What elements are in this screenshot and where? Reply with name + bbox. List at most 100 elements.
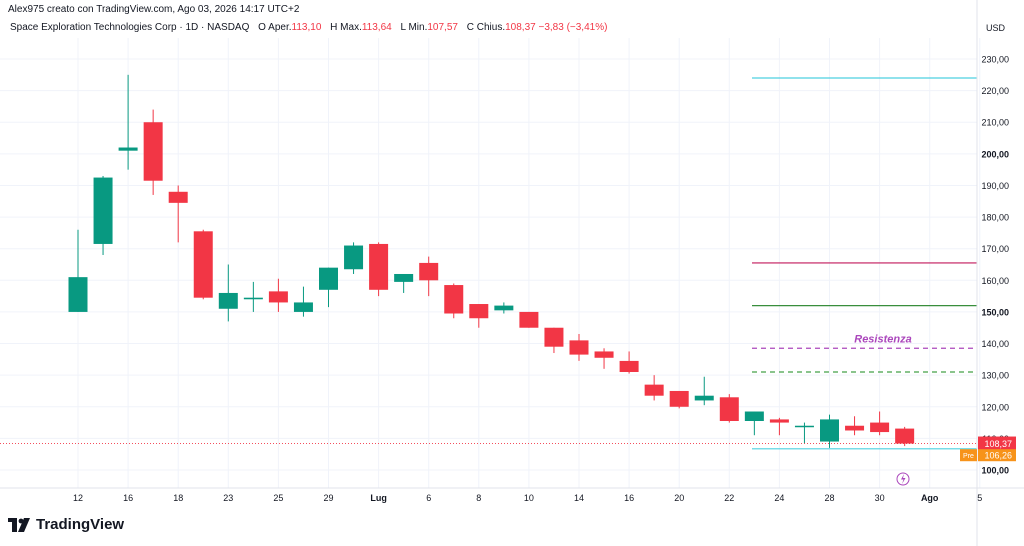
currency-label[interactable]: USD <box>986 23 1006 33</box>
candle-body <box>519 311 539 328</box>
candle-body <box>93 177 113 244</box>
candle-body <box>344 245 364 270</box>
x-tick-label: Lug <box>370 493 387 503</box>
y-tick-label: 120,00 <box>981 402 1009 412</box>
candle-body <box>68 277 88 312</box>
candle <box>293 286 313 317</box>
open-text: Aper. <box>268 22 292 33</box>
y-tick-label: 220,00 <box>981 86 1009 96</box>
candle <box>243 281 263 312</box>
symbol-legend: Space Exploration Technologies Corp · 1D… <box>10 22 607 33</box>
x-tick-label: 24 <box>774 493 784 503</box>
lightning-icon <box>896 472 910 486</box>
tradingview-brand[interactable]: TradingView <box>8 516 124 533</box>
candle <box>744 411 764 436</box>
candle-body <box>870 422 890 433</box>
y-tick-label: 160,00 <box>981 276 1009 286</box>
candle <box>394 273 414 293</box>
candle-body <box>369 243 389 290</box>
pre-tag-label: Pre <box>963 453 974 460</box>
candle <box>268 278 288 312</box>
pre-price-tag-label: 106,26 <box>984 451 1012 461</box>
candle-body <box>394 273 414 282</box>
candle-body <box>419 262 439 281</box>
y-tick-label: 230,00 <box>981 55 1009 65</box>
price-tags: 108,37 Pre 106,26 <box>960 436 1016 462</box>
x-tick-label: 28 <box>824 493 834 503</box>
candle <box>218 264 238 322</box>
x-tick-label: 10 <box>524 493 534 503</box>
y-tick-label: 140,00 <box>981 339 1009 349</box>
candle <box>820 414 839 448</box>
candle-body <box>319 267 338 290</box>
candle <box>369 242 389 297</box>
candle-body <box>168 191 188 203</box>
candle <box>143 109 163 195</box>
x-tick-label: 30 <box>875 493 885 503</box>
candle <box>519 311 539 328</box>
candle-body <box>243 297 263 300</box>
x-tick-label: 18 <box>173 493 183 503</box>
candle-body <box>619 360 639 372</box>
candle-body <box>444 285 464 314</box>
lightning-icon-bolt <box>901 474 906 484</box>
candle <box>93 175 113 256</box>
candle-body <box>895 428 915 444</box>
y-tick-label: 210,00 <box>981 118 1009 128</box>
x-tick-label: 23 <box>223 493 233 503</box>
y-tick-label: 200,00 <box>981 149 1009 159</box>
y-tick-label: 150,00 <box>981 307 1009 317</box>
x-tick-label: 25 <box>273 493 283 503</box>
candle <box>694 376 714 406</box>
low-label: L <box>400 22 406 33</box>
candle-body <box>293 302 313 312</box>
y-tick-label: 100,00 <box>981 466 1009 476</box>
candle <box>544 327 564 354</box>
candle-body <box>118 147 138 151</box>
candle-body <box>744 411 764 421</box>
candle <box>594 348 614 369</box>
candle <box>168 185 188 243</box>
candle <box>569 334 589 361</box>
tradingview-logo-icon <box>8 517 30 532</box>
candle-body <box>469 304 489 319</box>
candle <box>794 422 814 444</box>
candle-body <box>193 231 213 298</box>
candle-body <box>644 384 664 396</box>
candle <box>644 375 664 401</box>
pre-price-tag <box>978 449 1016 462</box>
candle <box>469 304 489 328</box>
candle-body <box>694 395 714 401</box>
x-tick-label: 14 <box>574 493 584 503</box>
candle-body <box>719 397 739 421</box>
x-tick-label: 6 <box>426 493 431 503</box>
close-value: 108,37 <box>505 22 536 33</box>
x-tick-label: Ago <box>921 493 939 503</box>
candle <box>719 394 739 423</box>
close-text: Chius. <box>476 22 506 33</box>
y-tick-label: 190,00 <box>981 181 1009 191</box>
candle <box>870 411 890 436</box>
candle-body <box>569 340 589 355</box>
x-tick-label: 20 <box>674 493 684 503</box>
last-price-tag <box>978 436 1016 450</box>
low-text: Min. <box>408 22 428 33</box>
high-label: H <box>330 22 338 33</box>
candle <box>669 390 689 409</box>
chart-caption: Alex975 creato con TradingView.com, Ago … <box>8 4 300 15</box>
candle-body <box>820 419 839 442</box>
candle <box>344 242 364 274</box>
candle <box>619 351 639 374</box>
x-tick-label: 12 <box>73 493 83 503</box>
candle <box>444 283 464 319</box>
y-tick-label: 170,00 <box>981 244 1009 254</box>
candle-body <box>669 390 689 407</box>
symbol-name[interactable]: Space Exploration Technologies Corp · 1D… <box>10 22 250 33</box>
candle-body <box>143 122 163 181</box>
lightning-icon-ring <box>896 472 910 486</box>
candle <box>494 302 514 314</box>
candle <box>68 229 88 312</box>
